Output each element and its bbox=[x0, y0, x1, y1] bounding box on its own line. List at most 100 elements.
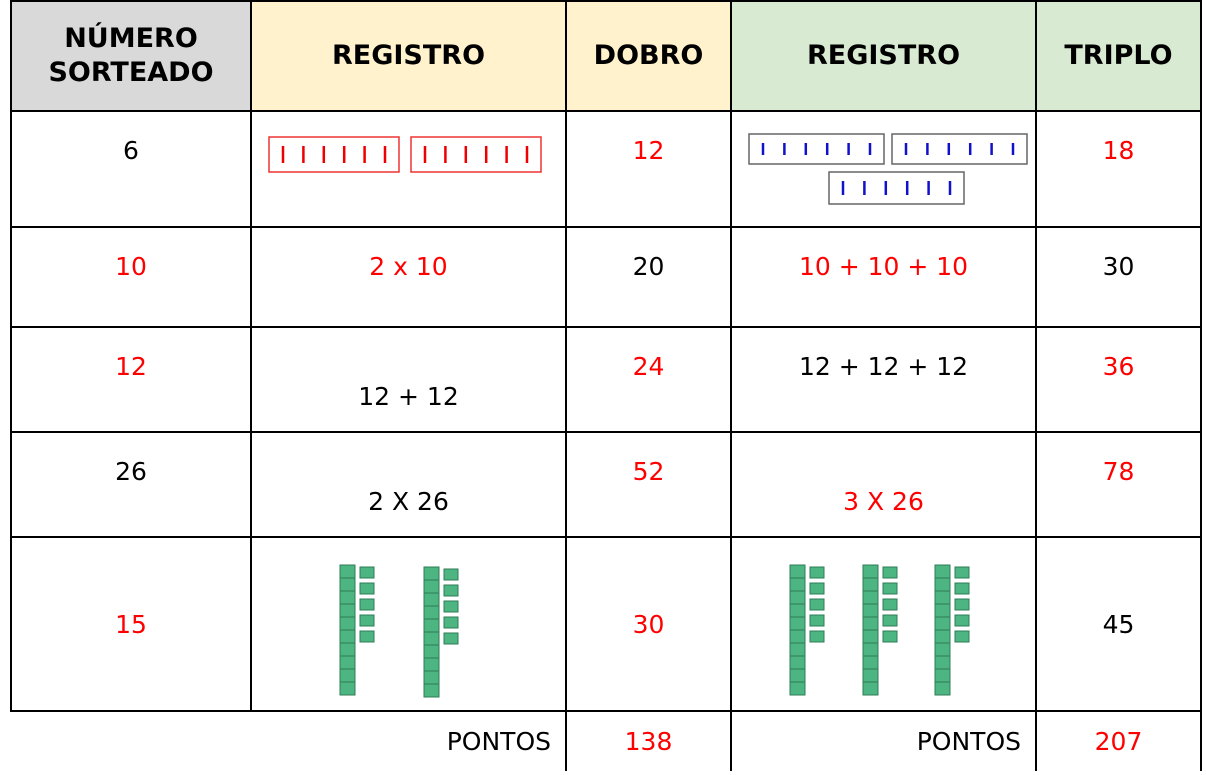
cell: 6 bbox=[10, 110, 252, 228]
unit-cube bbox=[882, 614, 898, 627]
footer-total: 138 bbox=[565, 710, 732, 771]
cell: 12 + 12 bbox=[250, 326, 567, 433]
rod-cube bbox=[789, 577, 806, 592]
unit-cube bbox=[954, 582, 970, 595]
rod-cube bbox=[423, 592, 440, 607]
tally-box bbox=[828, 171, 965, 205]
rod-cube bbox=[934, 590, 951, 605]
unit-cube bbox=[359, 630, 375, 643]
cell: 30 bbox=[1035, 226, 1202, 328]
rod-cube bbox=[862, 590, 879, 605]
rod-cube bbox=[339, 629, 356, 644]
rod-cube bbox=[789, 642, 806, 657]
game-table: NÚMERO SORTEADO REGISTRO DOBRO REGISTRO … bbox=[10, 0, 1202, 771]
unit-cube bbox=[443, 600, 459, 613]
unit-cube bbox=[359, 598, 375, 611]
rod-cube bbox=[339, 616, 356, 631]
cell: 52 bbox=[565, 431, 732, 538]
tally-box bbox=[268, 136, 400, 173]
rod-cube bbox=[789, 603, 806, 618]
unit-cube bbox=[359, 566, 375, 579]
rod-cube bbox=[789, 668, 806, 683]
row: 26 2 X 26 52 3 X 26 78 bbox=[10, 431, 1202, 538]
rod-cube bbox=[339, 668, 356, 683]
cell: 2 X 26 bbox=[250, 431, 567, 538]
rod-cube bbox=[862, 603, 879, 618]
rod-cube bbox=[423, 657, 440, 672]
rod-cube bbox=[934, 681, 951, 696]
rod-cube bbox=[423, 618, 440, 633]
unit-cube bbox=[443, 632, 459, 645]
unit-cube bbox=[443, 568, 459, 581]
cell bbox=[730, 536, 1037, 712]
row: 12 12 + 12 24 12 + 12 + 12 36 bbox=[10, 326, 1202, 433]
unit-cube bbox=[443, 616, 459, 629]
cell bbox=[250, 110, 567, 228]
unit-cube bbox=[809, 566, 825, 579]
rod-cube bbox=[339, 577, 356, 592]
rod-cube bbox=[339, 681, 356, 696]
header: REGISTRO bbox=[250, 0, 567, 112]
unit-cube bbox=[359, 582, 375, 595]
rod-cube bbox=[423, 644, 440, 659]
rod-cube bbox=[934, 577, 951, 592]
rod-cube bbox=[934, 629, 951, 644]
row: 6 12 18 bbox=[10, 110, 1202, 228]
rod-cube bbox=[934, 564, 951, 579]
header: TRIPLO bbox=[1035, 0, 1202, 112]
rod-cube bbox=[339, 564, 356, 579]
tally-box bbox=[748, 133, 885, 165]
rod-cube bbox=[789, 655, 806, 670]
unit-cube bbox=[882, 566, 898, 579]
unit-cube bbox=[954, 614, 970, 627]
row: 15 30 45 bbox=[10, 536, 1202, 712]
cell: 10 + 10 + 10 bbox=[730, 226, 1037, 328]
unit-cube bbox=[809, 614, 825, 627]
footer-row: PONTOS 138 PONTOS 207 bbox=[11, 710, 1202, 771]
cell: 26 bbox=[10, 431, 252, 538]
rod-cube bbox=[339, 642, 356, 657]
cell: 12 bbox=[565, 110, 732, 228]
cell: 18 bbox=[1035, 110, 1202, 228]
blocks-drawing bbox=[339, 564, 459, 698]
cell: 45 bbox=[1035, 536, 1202, 712]
rod-cube bbox=[862, 655, 879, 670]
rod-cube bbox=[789, 616, 806, 631]
rod-cube bbox=[423, 579, 440, 594]
unit-cube bbox=[954, 566, 970, 579]
rod-cube bbox=[862, 642, 879, 657]
cell: 15 bbox=[10, 536, 252, 712]
rod-cube bbox=[789, 590, 806, 605]
cell bbox=[250, 536, 567, 712]
rod-cube bbox=[423, 605, 440, 620]
unit-cube bbox=[359, 614, 375, 627]
rod-cube bbox=[423, 631, 440, 646]
cell: 36 bbox=[1035, 326, 1202, 433]
cell: 2 x 10 bbox=[250, 226, 567, 328]
header: DOBRO bbox=[565, 0, 732, 112]
tally-drawing bbox=[268, 136, 542, 173]
rod-cube bbox=[339, 590, 356, 605]
unit-cube bbox=[809, 582, 825, 595]
footer-total: 207 bbox=[1035, 710, 1202, 771]
unit-cube bbox=[809, 598, 825, 611]
tally-box bbox=[410, 136, 542, 173]
tally-box bbox=[891, 133, 1028, 165]
rod-cube bbox=[934, 642, 951, 657]
header: REGISTRO bbox=[730, 0, 1037, 112]
rod-cube bbox=[862, 629, 879, 644]
rod-cube bbox=[862, 668, 879, 683]
rod-cube bbox=[339, 655, 356, 670]
unit-cube bbox=[954, 598, 970, 611]
row: 10 2 x 10 20 10 + 10 + 10 30 bbox=[10, 226, 1202, 328]
rod-cube bbox=[862, 616, 879, 631]
rod-cube bbox=[789, 564, 806, 579]
cell: 78 bbox=[1035, 431, 1202, 538]
cell: 10 bbox=[10, 226, 252, 328]
unit-cube bbox=[882, 630, 898, 643]
rod-cube bbox=[339, 603, 356, 618]
cell: 30 bbox=[565, 536, 732, 712]
cell: 3 X 26 bbox=[730, 431, 1037, 538]
rod-cube bbox=[862, 564, 879, 579]
